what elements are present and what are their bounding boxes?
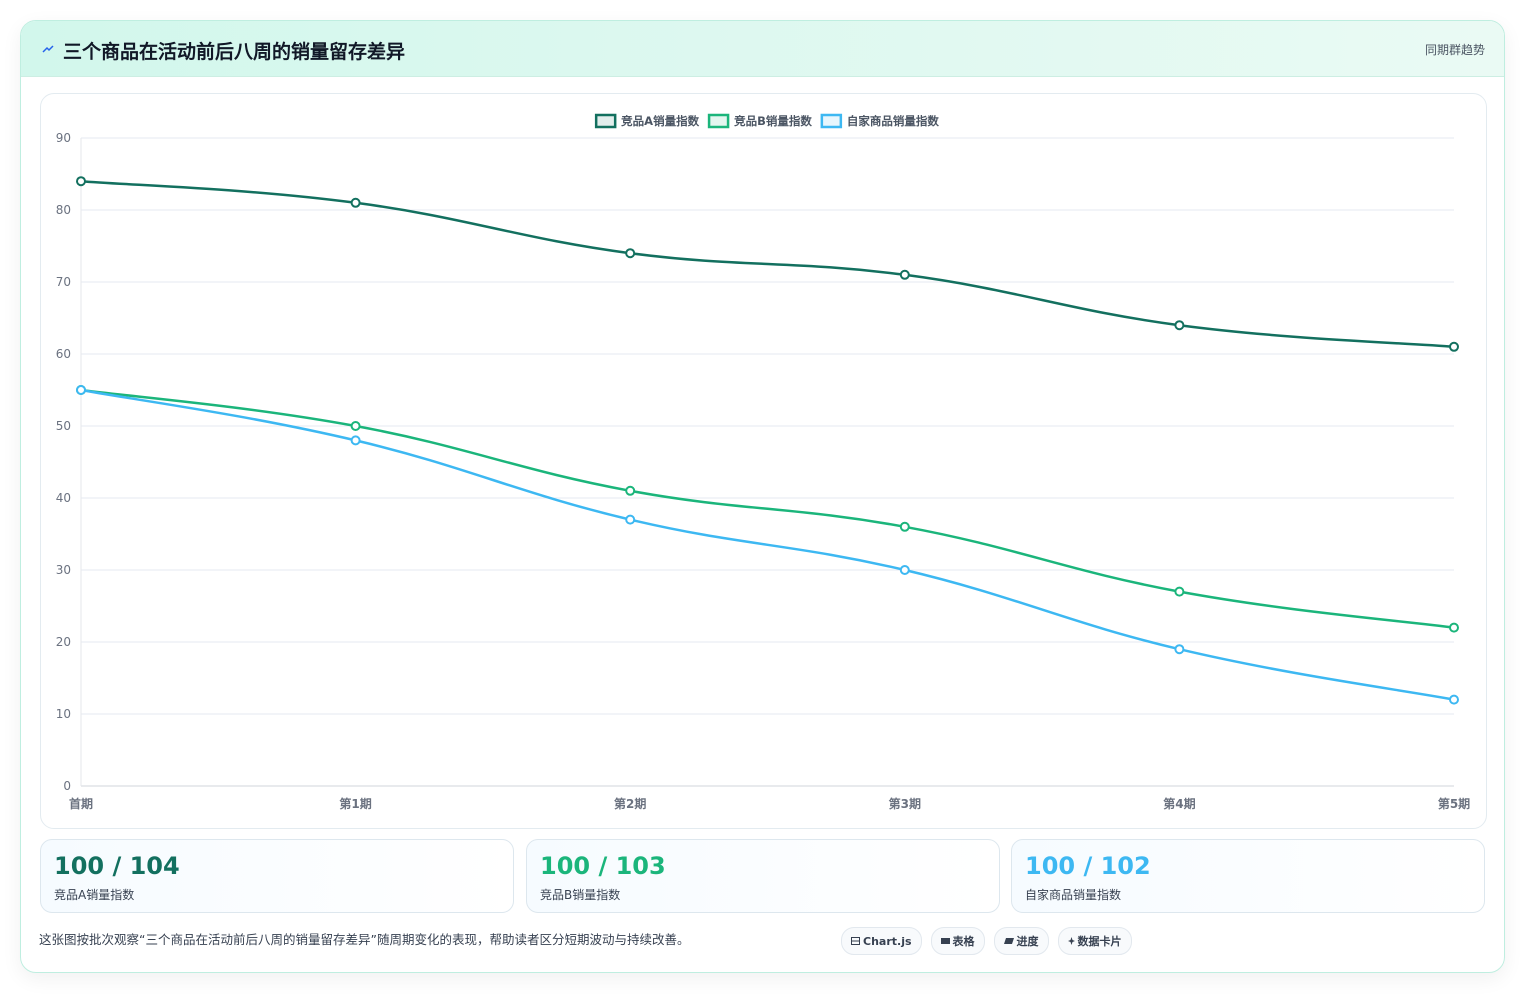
x-tick-label: 第2期	[614, 796, 646, 811]
y-tick-label: 20	[56, 635, 71, 649]
x-tick-label: 第3期	[889, 796, 921, 811]
point	[899, 269, 910, 280]
tag-label: Chart.js	[863, 934, 912, 948]
legend-swatch	[820, 113, 843, 129]
legend: 竞品A销量指数 竞品B销量指数 自家商品销量指数	[594, 113, 939, 129]
header-icon	[42, 45, 54, 53]
point	[350, 197, 361, 208]
y-tick-label: 90	[56, 131, 71, 145]
y-tick-label: 80	[56, 203, 71, 217]
y-tick-label: 70	[56, 275, 71, 289]
x-tick-label: 第5期	[1438, 796, 1470, 811]
chart: 0 10 20 30 40 50 60 70 80 90 首期 第1期 第2期 第3期 第4期 第5期 竞品A销…	[56, 113, 1470, 811]
tag[interactable]: 数据卡片	[1057, 927, 1132, 955]
point	[1449, 622, 1459, 633]
header: 三个商品在活动前后八周的销量留存差异 同期群趋势	[21, 21, 1504, 77]
x-tick-label: 首期	[69, 796, 93, 811]
tag-label: 进度	[1016, 935, 1039, 948]
y-tick-label: 30	[56, 563, 71, 577]
y-tick-label: 60	[56, 347, 71, 361]
stat-label: 自家商品销量指数	[1025, 888, 1122, 902]
legend-label: 自家商品销量指数	[847, 114, 939, 128]
stat-value: 100 / 102	[1025, 852, 1151, 880]
y-tick-label: 50	[56, 419, 71, 433]
legend-label: 竞品B销量指数	[734, 114, 812, 128]
legend-swatch	[594, 113, 617, 129]
tag-icon	[851, 937, 860, 945]
point	[76, 176, 86, 187]
line	[80, 388, 1455, 629]
point	[1174, 644, 1185, 655]
footer-note: 这张图按批次观察“三个商品在活动前后八周的销量留存差异”随周期变化的表现，帮助读…	[39, 932, 690, 947]
legend-label: 竞品A销量指数	[621, 114, 699, 128]
title: 三个商品在活动前后八周的销量留存差异	[63, 41, 406, 63]
stat-value: 100 / 103	[540, 852, 666, 880]
line	[80, 388, 1455, 701]
tag-icon	[1067, 937, 1075, 945]
stat-card: 100 / 104 竞品A销量指数	[40, 839, 514, 913]
tag[interactable]: Chart.js	[841, 927, 922, 955]
point	[350, 435, 361, 446]
x-tick-label: 第4期	[1163, 796, 1195, 811]
tag-icon	[940, 938, 950, 944]
card: 三个商品在活动前后八周的销量留存差异 同期群趋势 0 10 20 30 40 50 60 70…	[20, 20, 1505, 973]
line	[80, 179, 1455, 349]
tag-label: 数据卡片	[1077, 935, 1122, 948]
point	[76, 385, 86, 395]
tag-label: 表格	[952, 935, 975, 948]
badge: 同期群趋势	[1424, 43, 1485, 57]
point	[1174, 586, 1185, 597]
point	[899, 565, 910, 575]
tags: Chart.js 表格 进度 数据卡片	[841, 927, 1132, 955]
y-tick-label: 40	[56, 491, 71, 505]
stat-label: 竞品A销量指数	[54, 888, 135, 902]
stat-card: 100 / 102 自家商品销量指数	[1011, 839, 1485, 913]
stat-label: 竞品B销量指数	[540, 888, 621, 902]
point	[625, 514, 636, 525]
y-tick-label: 10	[56, 707, 71, 721]
point	[625, 248, 636, 259]
point	[1174, 320, 1185, 331]
tag[interactable]: 表格	[930, 927, 985, 955]
point	[625, 485, 636, 496]
point	[1449, 341, 1459, 352]
tag[interactable]: 进度	[993, 927, 1049, 955]
legend-swatch	[707, 113, 730, 129]
y-tick-label: 0	[63, 779, 71, 793]
stat-value: 100 / 104	[54, 852, 180, 880]
chart-panel: 0 10 20 30 40 50 60 70 80 90 首期 第1期 第2期 第3期 第4期 第5期 竞品A销…	[40, 93, 1487, 829]
point	[1449, 694, 1459, 705]
x-tick-label: 第1期	[339, 796, 371, 811]
tag-icon	[1003, 938, 1014, 944]
point	[899, 521, 910, 532]
stat-card: 100 / 103 竞品B销量指数	[526, 839, 1000, 913]
point	[350, 421, 361, 431]
